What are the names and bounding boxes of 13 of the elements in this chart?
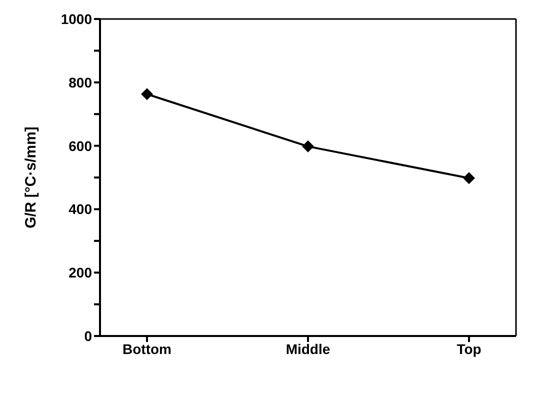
x-tick-label: Bottom — [122, 340, 172, 357]
y-axis-title: G/R [°C·s/mm] — [22, 126, 40, 228]
y-tick-label: 200 — [68, 264, 92, 281]
y-tick-label: 600 — [68, 138, 92, 154]
x-tick-label: Top — [456, 340, 482, 357]
y-tick-label: 400 — [68, 201, 92, 218]
y-tick-label: 0 — [84, 328, 92, 344]
point — [141, 88, 153, 100]
y-tick-label: 800 — [68, 74, 92, 90]
point — [302, 140, 314, 152]
x-tick-label: Middle — [286, 340, 330, 357]
point — [463, 172, 475, 184]
y-tick-label: 1000 — [60, 10, 92, 27]
